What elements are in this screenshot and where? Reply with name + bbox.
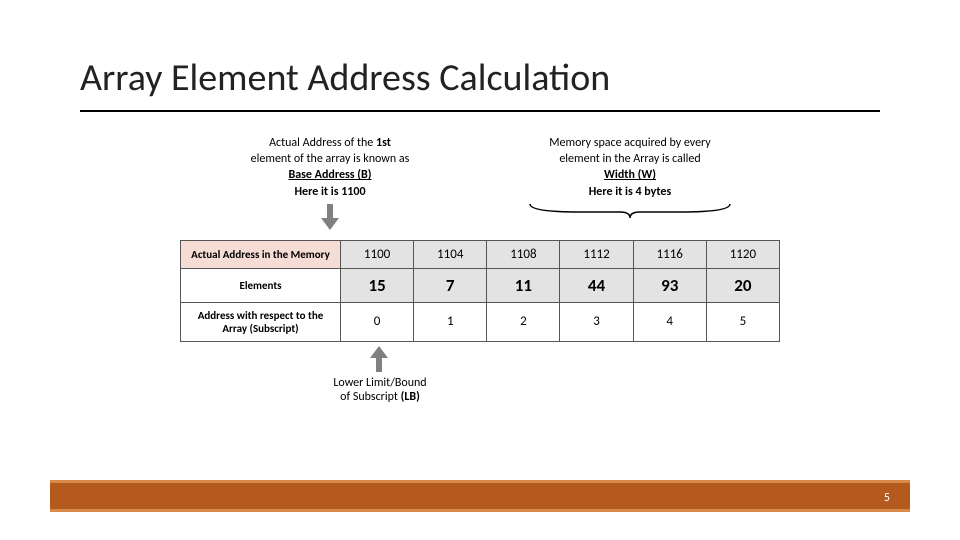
- cell: 20: [706, 268, 779, 302]
- diagram: Actual Address of the 1st element of the…: [180, 135, 780, 404]
- row-header: Elements: [181, 268, 341, 302]
- row-header: Address with respect to the Array (Subsc…: [181, 302, 341, 341]
- title-underline: [80, 110, 880, 112]
- cell: 3: [560, 302, 633, 341]
- cell: 93: [633, 268, 706, 302]
- cell: 1104: [414, 240, 487, 268]
- anno-text: Actual Address of the: [269, 136, 376, 150]
- table-row: Address with respect to the Array (Subsc…: [181, 302, 780, 341]
- cell: 1108: [487, 240, 560, 268]
- anno-text-bold: Width (W): [604, 168, 656, 182]
- table-row: Elements 15 7 11 44 93 20: [181, 268, 780, 302]
- arrow-up-icon: [370, 346, 388, 372]
- arrow-down-icon: [321, 204, 339, 230]
- cell: 44: [560, 268, 633, 302]
- cell: 15: [341, 268, 414, 302]
- brace-icon: [520, 202, 740, 218]
- cell: 1100: [341, 240, 414, 268]
- anno-text: element of the array is known as: [251, 152, 410, 166]
- cell: 1120: [706, 240, 779, 268]
- anno-text-bold: Here it is 4 bytes: [589, 185, 672, 199]
- slide: Array Element Address Calculation Actual…: [0, 0, 960, 540]
- lower-bound-annotation: Lower Limit/Bound of Subscript (LB): [350, 346, 780, 404]
- base-address-annotation: Actual Address of the 1st element of the…: [180, 135, 480, 234]
- cell: 7: [414, 268, 487, 302]
- anno-text-bold: Here it is 1100: [294, 185, 365, 199]
- top-annotations: Actual Address of the 1st element of the…: [180, 135, 780, 234]
- anno-text-bold: Base Address (B): [288, 168, 371, 182]
- cell: 5: [706, 302, 779, 341]
- cell: 1: [414, 302, 487, 341]
- array-table: Actual Address in the Memory 1100 1104 1…: [180, 240, 780, 342]
- cell: 2: [487, 302, 560, 341]
- row-header: Actual Address in the Memory: [181, 240, 341, 268]
- anno-text: Lower Limit/Bound: [333, 376, 426, 390]
- table-row: Actual Address in the Memory 1100 1104 1…: [181, 240, 780, 268]
- anno-text-bold: (LB): [401, 390, 420, 404]
- anno-text-bold: 1st: [376, 136, 391, 150]
- cell: 0: [341, 302, 414, 341]
- cell: 1116: [633, 240, 706, 268]
- anno-text: element in the Array is called: [559, 152, 700, 166]
- cell: 4: [633, 302, 706, 341]
- anno-text: of Subscript: [340, 390, 400, 404]
- footer-bar: 5: [50, 480, 910, 512]
- cell: 11: [487, 268, 560, 302]
- cell: 1112: [560, 240, 633, 268]
- page-number: 5: [884, 491, 890, 505]
- page-title: Array Element Address Calculation: [80, 55, 610, 101]
- width-annotation: Memory space acquired by every element i…: [480, 135, 780, 234]
- anno-text: Memory space acquired by every: [549, 136, 710, 150]
